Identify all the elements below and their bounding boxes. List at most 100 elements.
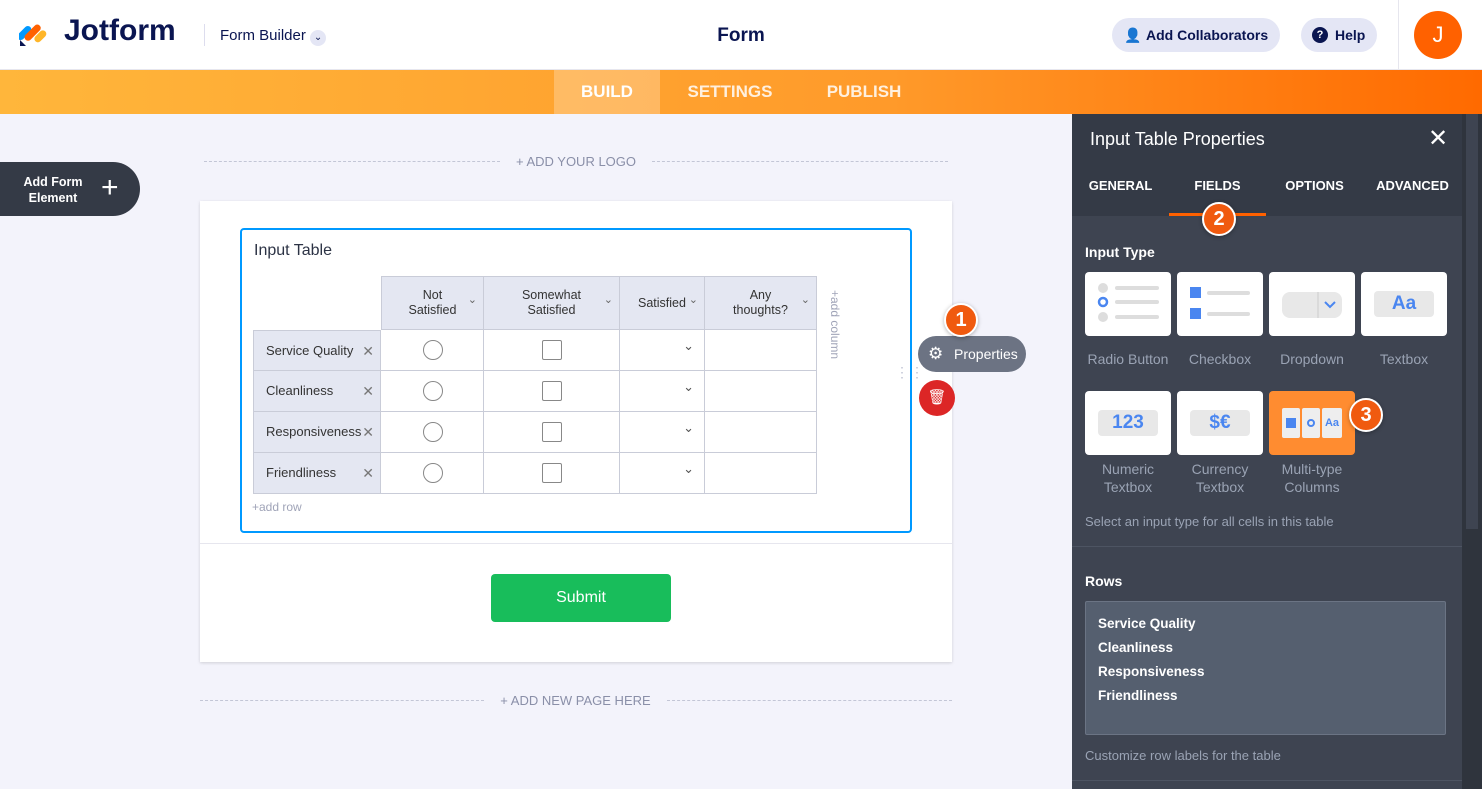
tab-options[interactable]: OPTIONS — [1266, 162, 1363, 216]
remove-row-icon[interactable]: ✕ — [362, 465, 374, 481]
table-cell[interactable] — [484, 412, 620, 453]
table-cell[interactable] — [381, 412, 484, 453]
submit-button[interactable]: Submit — [491, 574, 671, 622]
chevron-down-icon: ⌄ — [310, 30, 327, 46]
table-cell[interactable]: ⌄ — [620, 412, 705, 453]
add-column-link[interactable]: +add column — [828, 290, 842, 360]
input-table-field[interactable]: Input Table Not Satisfied ⌄ Somewhat Satis… — [240, 228, 912, 533]
input-type-multi-type-columns[interactable]: Aa — [1269, 391, 1355, 455]
step-badge-1: 1 — [944, 303, 978, 337]
row-label[interactable]: Friendliness ✕ — [253, 453, 381, 494]
table-cell[interactable] — [484, 453, 620, 494]
input-type-numeric-textbox[interactable]: 123 — [1085, 391, 1171, 455]
checkbox-input[interactable] — [542, 381, 562, 401]
table-cell[interactable] — [705, 453, 817, 494]
table-cell[interactable] — [484, 371, 620, 412]
dropdown-input[interactable]: ⌄ — [683, 461, 694, 476]
add-collaborators-label: Add Collaborators — [1146, 27, 1269, 43]
properties-button[interactable]: ⚙ Properties — [918, 336, 1026, 372]
row-label[interactable]: Responsiveness ✕ — [253, 412, 381, 453]
input-type-label: Numeric Textbox — [1101, 461, 1155, 495]
tab-build[interactable]: BUILD — [554, 70, 660, 114]
rows-textarea[interactable]: Service Quality Cleanliness Responsivene… — [1085, 601, 1446, 735]
table-cell[interactable] — [381, 330, 484, 371]
table-cell[interactable] — [705, 330, 817, 371]
input-type-dropdown[interactable] — [1269, 272, 1355, 336]
radio-input[interactable] — [422, 340, 443, 360]
row-label[interactable]: Service Quality ✕ — [253, 330, 381, 371]
dropdown-input[interactable]: ⌄ — [683, 379, 694, 394]
drag-handle-icon[interactable]: ⋮⋮ — [895, 364, 925, 380]
chevron-down-icon[interactable]: ⌄ — [688, 294, 698, 306]
table-cell[interactable] — [381, 453, 484, 494]
tab-advanced[interactable]: ADVANCED — [1363, 162, 1462, 216]
divider — [200, 700, 484, 701]
table-cell[interactable] — [484, 330, 620, 371]
divider — [667, 700, 952, 701]
add-collaborators-button[interactable]: 👤 Add Collaborators — [1112, 18, 1281, 52]
dropdown-input[interactable]: ⌄ — [683, 420, 694, 435]
input-type-textbox[interactable]: Aa — [1361, 272, 1447, 336]
field-title[interactable]: Input Table — [254, 242, 332, 259]
checkbox-input[interactable] — [542, 422, 562, 442]
table-cell[interactable] — [381, 371, 484, 412]
remove-row-icon[interactable]: ✕ — [362, 343, 374, 359]
dropdown-icon — [1282, 292, 1342, 318]
tab-general[interactable]: GENERAL — [1072, 162, 1169, 216]
remove-row-icon[interactable]: ✕ — [362, 424, 374, 440]
add-row-link[interactable]: +add row — [252, 500, 302, 514]
input-type-label: Currency Textbox — [1191, 461, 1249, 495]
form-builder-menu[interactable]: Form Builder ⌄ — [220, 27, 327, 46]
checkbox-input[interactable] — [542, 340, 562, 360]
column-header-label: Any thoughts? — [733, 288, 788, 317]
tab-settings[interactable]: SETTINGS — [687, 82, 773, 101]
close-icon[interactable]: ✕ — [1428, 125, 1449, 152]
help-icon: ? — [1312, 27, 1328, 43]
checkbox-input[interactable] — [542, 463, 562, 483]
input-type-label: Dropdown — [1280, 351, 1344, 367]
chevron-down-icon[interactable]: ⌄ — [467, 294, 477, 306]
add-logo-link[interactable]: + ADD YOUR LOGO — [515, 154, 637, 169]
help-button[interactable]: ? Help — [1301, 18, 1378, 52]
scrollbar[interactable] — [1462, 114, 1482, 789]
input-type-label: Textbox — [1379, 351, 1429, 367]
remove-row-icon[interactable]: ✕ — [362, 383, 374, 399]
radio-input[interactable] — [422, 422, 443, 442]
input-type-currency-textbox[interactable]: $€ — [1177, 391, 1263, 455]
table-cell[interactable] — [705, 412, 817, 453]
add-form-element-button[interactable]: Add Form Element + — [0, 162, 140, 216]
currency-icon: $€ — [1190, 410, 1250, 436]
table-cell[interactable]: ⌄ — [620, 453, 705, 494]
column-header[interactable]: Somewhat Satisfied ⌄ — [484, 276, 620, 330]
builder-nav: BUILD SETTINGS PUBLISH — [0, 70, 1482, 114]
divider — [1398, 0, 1399, 70]
input-type-radio-button[interactable] — [1085, 272, 1171, 336]
column-header[interactable]: Not Satisfied ⌄ — [381, 276, 484, 330]
input-table-grid: Not Satisfied ⌄ Somewhat Satisfied ⌄ Satisfi… — [252, 275, 817, 495]
trash-icon[interactable]: 🗑 — [919, 380, 955, 416]
dropdown-input[interactable]: ⌄ — [683, 338, 694, 353]
column-header[interactable]: Satisfied ⌄ — [620, 276, 705, 330]
table-cell[interactable] — [705, 371, 817, 412]
form-builder-label: Form Builder — [220, 27, 306, 44]
avatar[interactable]: J — [1414, 11, 1462, 59]
user-icon: 👤 — [1124, 27, 1142, 43]
table-cell[interactable]: ⌄ — [620, 330, 705, 371]
add-new-page-link[interactable]: + ADD NEW PAGE HERE — [500, 693, 651, 708]
input-type-checkbox[interactable] — [1177, 272, 1263, 336]
form-title[interactable]: Form — [717, 25, 765, 46]
brand-name: Jotform — [64, 14, 176, 47]
radio-input[interactable] — [422, 463, 443, 483]
radio-list-icon — [1097, 283, 1159, 322]
row-label[interactable]: Cleanliness ✕ — [253, 371, 381, 412]
chevron-down-icon[interactable]: ⌄ — [603, 294, 613, 306]
table-cell[interactable]: ⌄ — [620, 371, 705, 412]
plus-icon: + — [101, 171, 119, 204]
help-label: Help — [1335, 27, 1366, 43]
tab-publish[interactable]: PUBLISH — [826, 82, 902, 101]
radio-input[interactable] — [422, 381, 443, 401]
chevron-down-icon[interactable]: ⌄ — [800, 294, 810, 306]
checkbox-list-icon — [1190, 287, 1250, 319]
column-header[interactable]: Any thoughts? ⌄ — [705, 276, 817, 330]
properties-panel: Input Table Properties ✕ GENERAL FIELDS … — [1072, 114, 1462, 789]
